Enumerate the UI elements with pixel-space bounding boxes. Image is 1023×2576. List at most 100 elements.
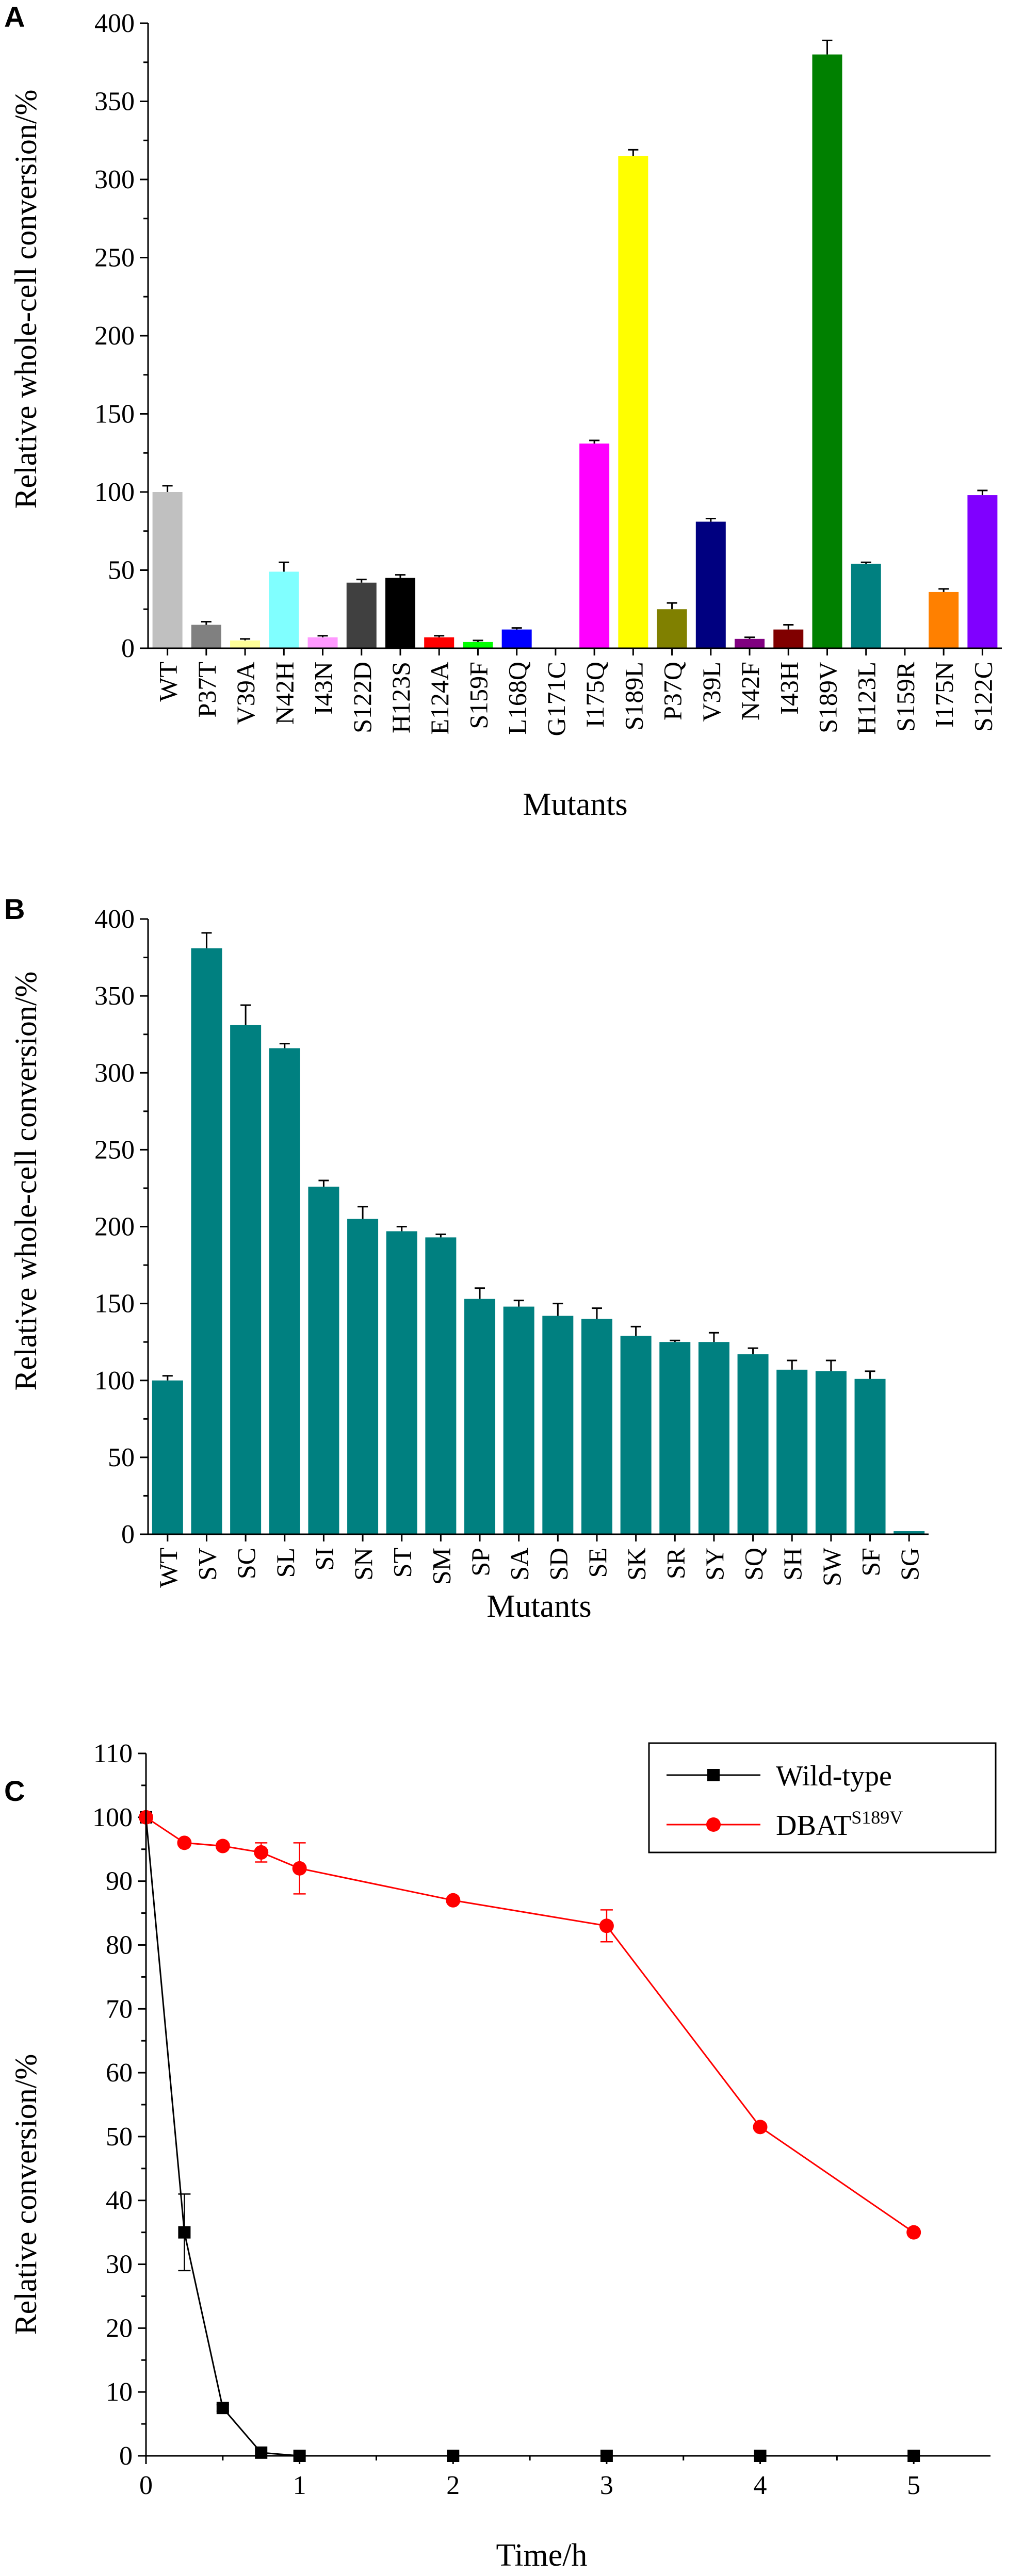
category-label-SY: SY [700,1548,729,1581]
y-tick-label: 0 [121,1520,135,1549]
bar-SW [815,1371,847,1534]
x-tick-label: 4 [754,2471,767,2500]
y-tick-label: 20 [106,2314,133,2343]
panel-label-a: A [4,1,25,33]
y-tick-label: 0 [121,634,135,663]
category-label-I43N: I43N [309,662,338,715]
bar-E124A [424,637,454,648]
category-label-ST: ST [388,1548,417,1578]
category-label-S159F: S159F [464,662,493,729]
x-tick-label: 0 [139,2471,153,2500]
panel-b-ticks: 0 50 100 150 200 250 300 350 400 WT SV SC SL SI SN ST SM… [94,905,924,1588]
bar-H123L [851,564,881,648]
category-label-H123S: H123S [386,662,415,733]
category-label-V39A: V39A [231,662,260,725]
bar-S189V [812,54,842,649]
bar-ST [386,1231,417,1534]
bar-I43N [307,637,338,648]
bar-SH [776,1369,808,1534]
category-label-SI: SI [310,1548,338,1570]
legend-label-text: Wild-type [776,1760,892,1792]
x-tick-label: 5 [907,2471,920,2500]
panel-label-c: C [4,1775,25,1807]
y-tick-label: 50 [106,2122,133,2152]
category-label-S189L: S189L [619,662,648,730]
y-tick-label: 150 [94,1289,135,1319]
x-tick-label: 3 [600,2471,613,2500]
category-label-SK: SK [622,1548,651,1581]
y-tick-label: 400 [94,905,135,934]
category-label-SN: SN [349,1548,378,1581]
panel-a-x-axis-label: Mutants [523,787,627,822]
bar-SD [542,1316,574,1534]
category-label-S159R: S159R [891,661,920,732]
y-tick-label: 50 [108,556,135,585]
legend-marker-circle [706,1817,721,1832]
panel-a-bar-chart: A Relative whole-cell conversion/% Mutan… [4,1,1002,822]
panel-c-x-axis-label: Time/h [496,2538,588,2573]
panel-c-y-axis-label: Relative conversion/% [9,2054,43,2335]
bar-S189L [618,156,648,648]
category-label-SD: SD [544,1548,573,1581]
category-label-SC: SC [232,1548,261,1579]
y-tick-label: 60 [106,2058,133,2088]
bar-I175Q [579,444,610,648]
y-tick-label: 250 [94,243,135,273]
legend-label-superscript: S189V [851,1807,903,1828]
point-circle [292,1861,307,1876]
y-tick-label: 30 [106,2250,133,2279]
bar-P37T [191,625,221,648]
panel-label-b: B [4,893,25,925]
y-tick-label: 70 [106,1994,133,2024]
y-tick-label: 400 [94,9,135,38]
panel-b-x-axis-label: Mutants [486,1589,591,1624]
bar-SL [269,1048,300,1534]
panel-a-axes [147,23,1002,649]
y-tick-label: 50 [108,1443,135,1472]
panel-c-series [139,1810,921,2462]
bar-SK [620,1336,652,1534]
bar-SQ [737,1354,769,1534]
legend-label: Wild-type [776,1760,892,1792]
y-tick-label: 350 [94,87,135,117]
category-label-P37T: P37T [192,662,221,717]
point-circle [254,1845,269,1860]
y-tick-label: 90 [106,1867,133,1896]
category-label-I43H: I43H [774,662,803,715]
y-tick-label: 250 [94,1135,135,1164]
bar-SA [503,1306,534,1534]
category-label-SW: SW [817,1547,846,1586]
point-square [216,2402,229,2415]
category-label-SA: SA [505,1548,534,1581]
bar-SC [230,1025,262,1534]
y-tick-label: 100 [94,478,135,507]
y-tick-label: 150 [94,400,135,429]
bar-SE [581,1319,612,1534]
y-tick-label: 300 [94,165,135,194]
y-tick-label: 100 [94,1366,135,1396]
panel-a-bars [152,39,998,649]
category-label-WT: WT [154,662,183,702]
panel-b-axes [147,919,929,1535]
legend-marker-square [707,1769,720,1781]
category-label-N42F: N42F [736,662,765,720]
bar-SR [659,1342,691,1534]
category-label-I175Q: I175Q [580,662,609,728]
bar-SP [464,1299,496,1534]
category-label-S189V: S189V [813,662,842,733]
category-label-SE: SE [583,1548,612,1578]
category-label-SM: SM [427,1548,456,1585]
point-circle [215,1839,230,1853]
point-square [255,2446,268,2459]
category-label-I175N: I175N [930,662,959,728]
bar-SG [894,1531,925,1534]
legend-label: DBATS189V [776,1807,903,1842]
panel-a-ticks: 0 50 100 150 200 250 300 350 400 WT P37T V39A N42H I4… [94,9,997,736]
panel-c-legend: Wild-type DBATS189V [648,1742,997,1853]
point-circle [599,1918,614,1933]
bar-SI [308,1186,339,1534]
y-tick-label: 10 [106,2377,133,2407]
y-tick-label: 110 [93,1739,133,1768]
series-line-1 [145,1816,915,2233]
